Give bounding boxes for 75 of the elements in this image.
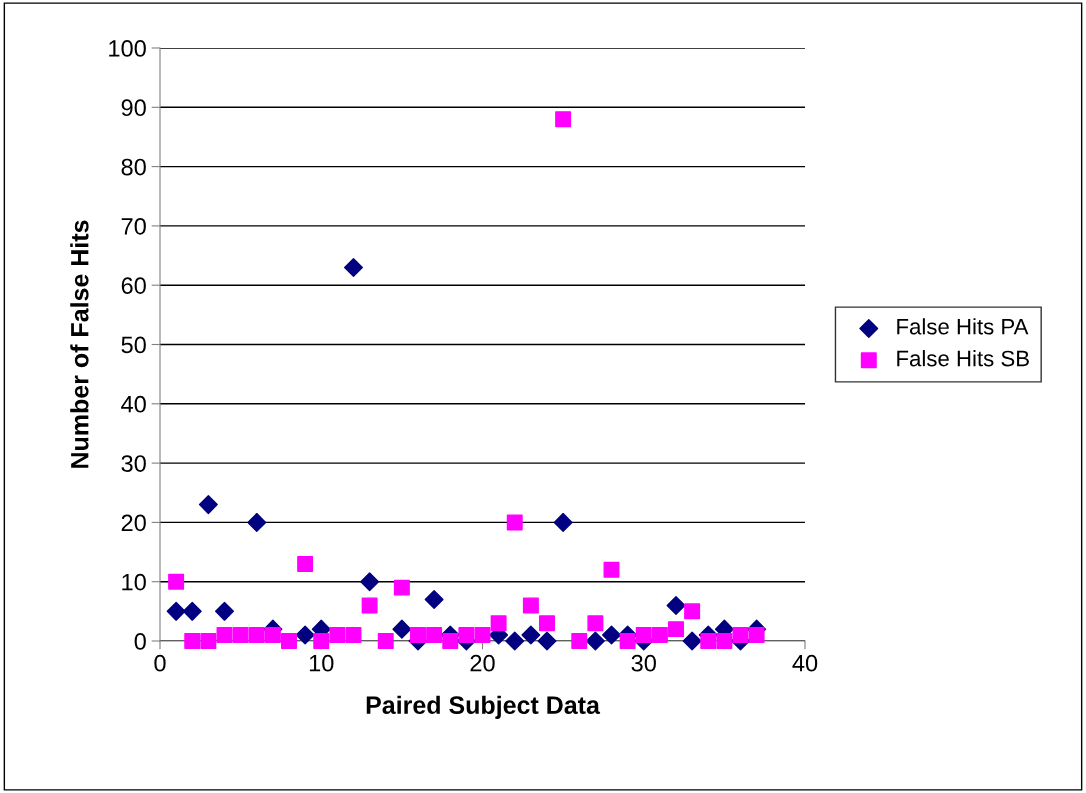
point [700, 633, 717, 649]
point [539, 615, 555, 632]
point [313, 633, 330, 649]
legend-label: False Hits SB [897, 350, 1029, 367]
point [182, 601, 202, 621]
y-tick-label: 40 [121, 395, 146, 413]
point [522, 597, 539, 614]
point [537, 631, 557, 651]
point [603, 561, 620, 578]
point [521, 625, 541, 645]
point [216, 627, 233, 644]
y-tick-label: 0 [134, 633, 146, 650]
point [506, 514, 523, 531]
point [585, 631, 605, 651]
point [684, 603, 701, 620]
point [392, 619, 412, 639]
point [668, 621, 684, 638]
y-tick-label: 80 [121, 158, 146, 176]
point [635, 627, 652, 644]
point [168, 573, 185, 590]
point [232, 627, 249, 644]
point [248, 627, 265, 644]
x-tick-label: 40 [792, 654, 818, 672]
x-tick-label: 30 [631, 654, 656, 672]
point [344, 257, 363, 277]
point [393, 579, 410, 596]
y-tick-label: 10 [122, 573, 146, 591]
y-axis-title: Number of False Hits [70, 220, 89, 468]
point [361, 597, 378, 614]
point [458, 627, 475, 644]
point [215, 601, 234, 621]
point [619, 633, 636, 649]
point [264, 627, 281, 644]
point [345, 627, 362, 644]
x-tick-label: 20 [470, 654, 495, 672]
point [505, 631, 525, 651]
point [281, 633, 297, 649]
point [682, 631, 702, 651]
point [587, 615, 604, 632]
point [295, 625, 315, 645]
y-tick-label: 100 [109, 40, 146, 57]
point [571, 633, 588, 649]
y-tick-label: 50 [121, 336, 146, 354]
point [748, 627, 765, 644]
y-tick-label: 70 [121, 217, 146, 235]
point [166, 601, 186, 621]
point [297, 555, 314, 572]
point [553, 512, 573, 532]
point [602, 625, 621, 645]
point [651, 627, 668, 644]
y-tick-label: 60 [121, 277, 146, 294]
point [198, 495, 218, 515]
point [666, 595, 686, 615]
point [410, 627, 426, 644]
y-tick-label: 20 [121, 514, 146, 532]
point [426, 627, 443, 644]
point [247, 512, 267, 532]
point [424, 590, 444, 609]
legend-label: False Hits PA [897, 318, 1029, 335]
point [200, 633, 217, 649]
point [442, 633, 459, 649]
point [184, 633, 201, 649]
point [360, 572, 380, 592]
point [490, 615, 507, 632]
x-tick-label: 10 [309, 654, 334, 672]
point [329, 627, 346, 644]
point [555, 111, 572, 128]
x-tick-label: 0 [154, 654, 166, 672]
y-tick-label: 90 [121, 99, 146, 117]
point [377, 633, 394, 649]
point [716, 633, 733, 649]
x-axis-title: Paired Subject Data [366, 695, 601, 719]
y-tick-label: 30 [121, 455, 146, 472]
point [474, 627, 491, 644]
point [732, 627, 749, 644]
